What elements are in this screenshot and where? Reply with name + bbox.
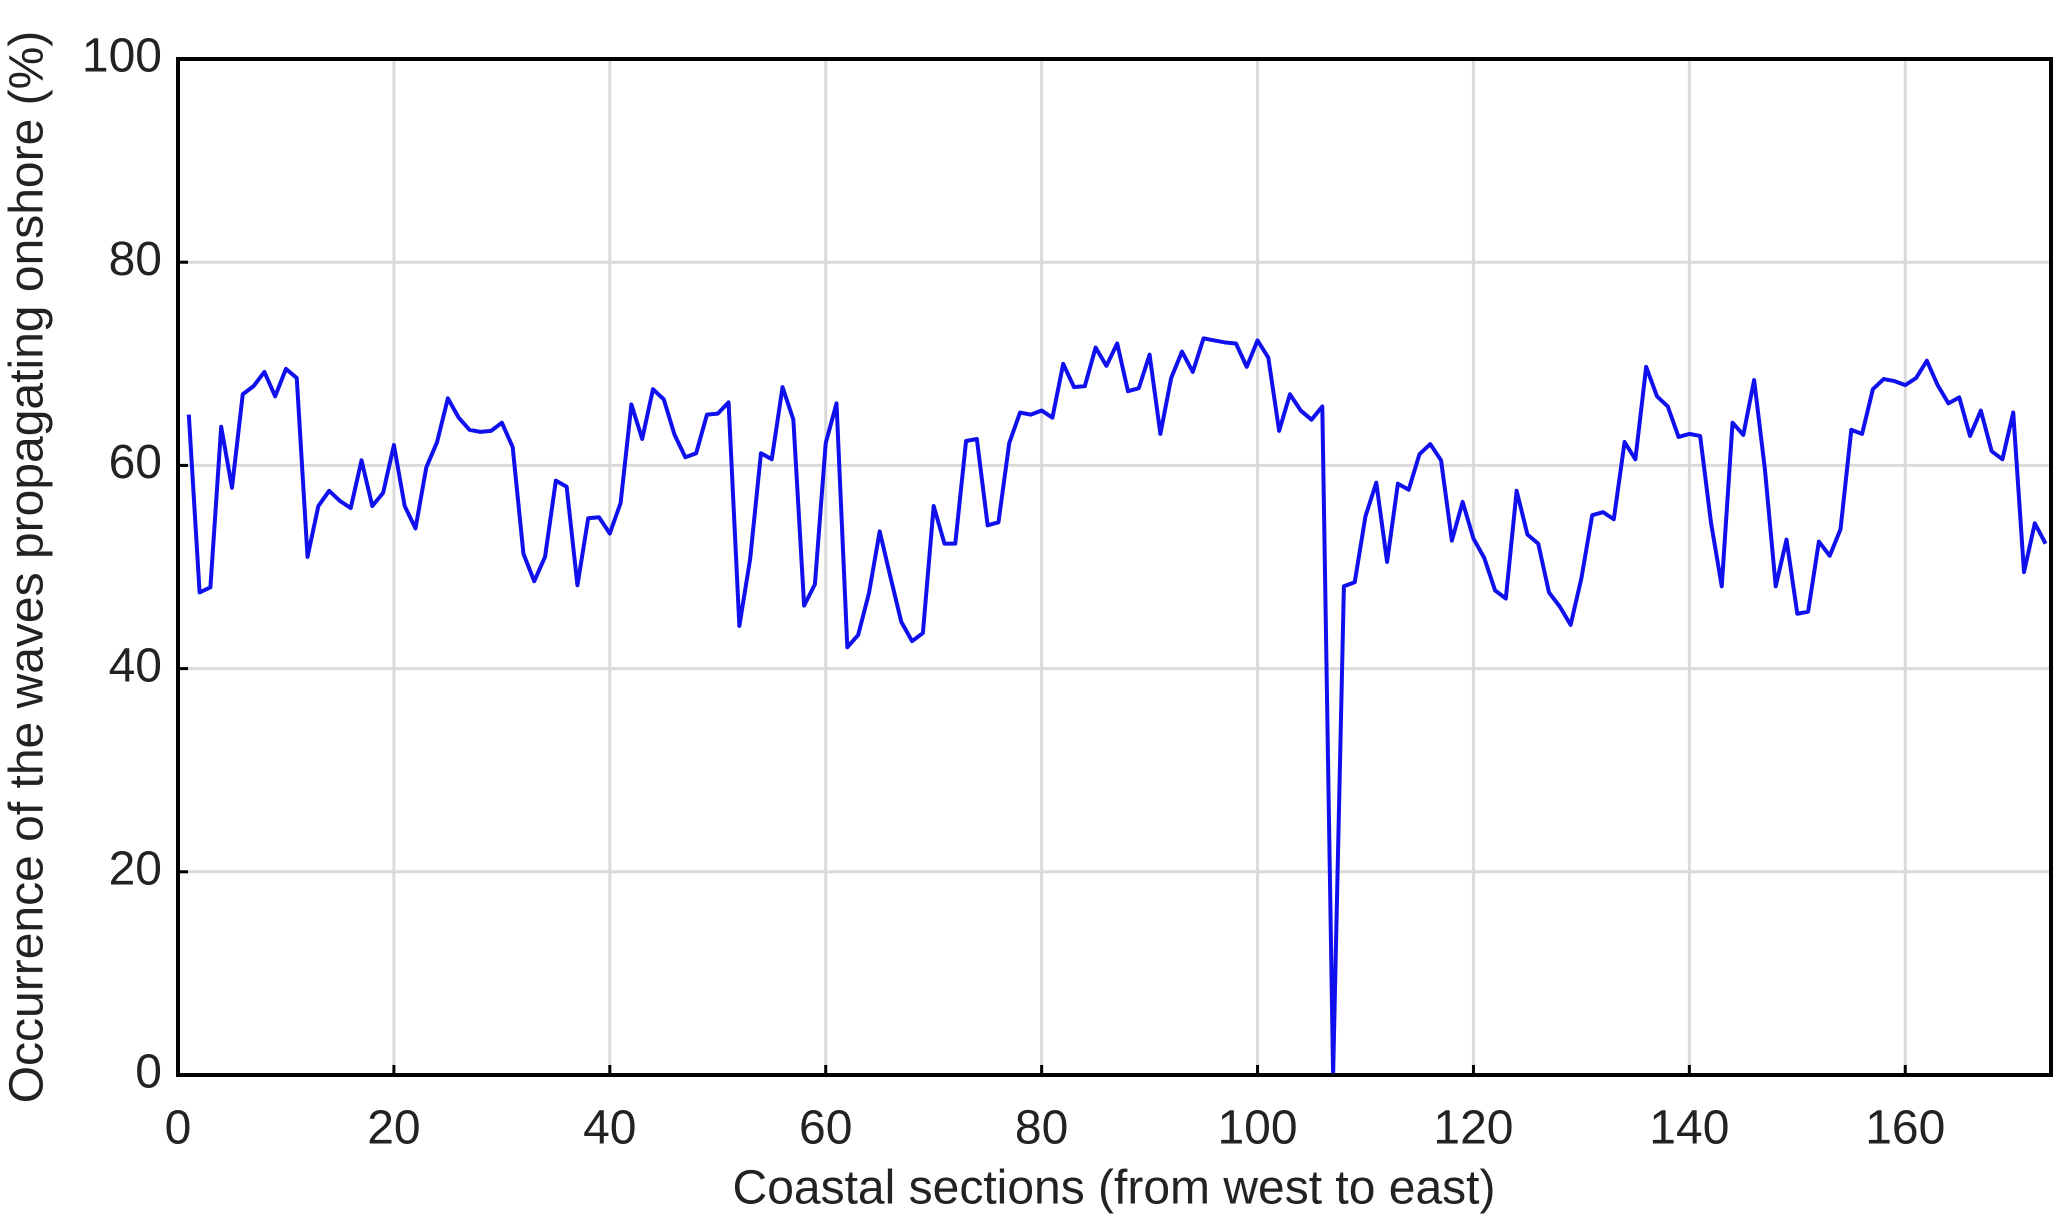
x-tick-label: 80 (1015, 1102, 1068, 1155)
x-tick-label: 0 (165, 1102, 192, 1155)
y-tick-label: 80 (109, 233, 162, 286)
x-tick-label: 160 (1865, 1102, 1945, 1155)
y-tick-label: 40 (109, 639, 162, 692)
y-tick-label: 0 (135, 1046, 162, 1099)
data-line (186, 336, 2048, 1077)
plot-frame (176, 57, 2053, 1077)
x-tick-label: 20 (367, 1102, 420, 1155)
x-axis-label: Coastal sections (from west to east) (733, 1162, 1496, 1215)
y-axis-label: Occurrence of the waves propagating onsh… (1, 31, 54, 1104)
x-tick-label: 40 (583, 1102, 636, 1155)
x-tick-label: 100 (1217, 1102, 1297, 1155)
y-tick-label: 60 (109, 436, 162, 489)
x-tick-label: 60 (799, 1102, 852, 1155)
x-tick-label: 120 (1433, 1102, 1513, 1155)
y-tick-label: 100 (82, 30, 162, 83)
y-tick-label: 20 (109, 842, 162, 895)
x-tick-label: 140 (1649, 1102, 1729, 1155)
